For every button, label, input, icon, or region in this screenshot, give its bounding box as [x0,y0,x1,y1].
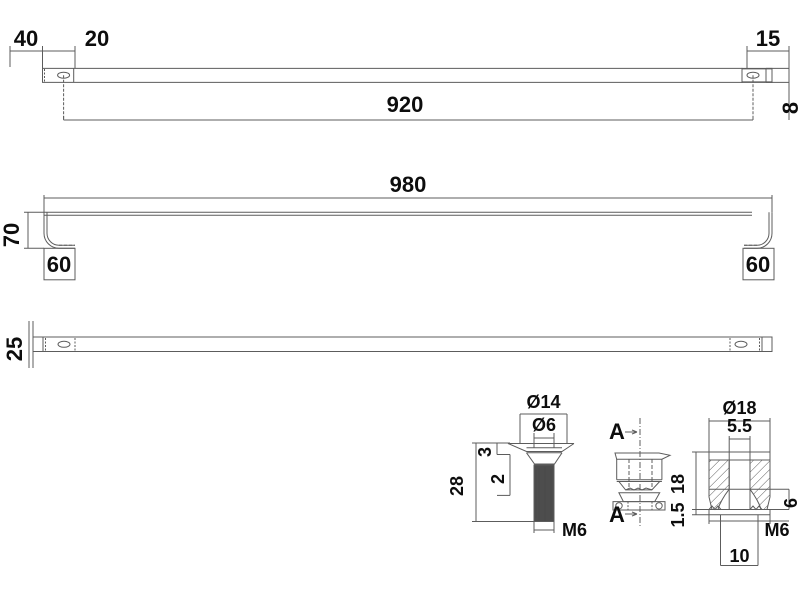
svg-text:60: 60 [47,252,71,277]
svg-text:6: 6 [781,498,800,508]
svg-text:20: 20 [85,26,109,51]
svg-text:25: 25 [2,337,27,361]
svg-text:8: 8 [778,102,800,114]
svg-text:5.5: 5.5 [727,416,752,436]
svg-text:28: 28 [447,476,467,496]
svg-text:18: 18 [668,474,688,494]
svg-text:60: 60 [746,252,770,277]
svg-text:Ø6: Ø6 [532,415,556,435]
svg-text:10: 10 [729,546,749,566]
svg-text:1.5: 1.5 [668,502,688,527]
svg-text:A: A [609,502,625,527]
svg-text:15: 15 [756,26,780,51]
svg-text:980: 980 [390,172,427,197]
svg-text:Ø14: Ø14 [526,392,560,412]
svg-text:70: 70 [0,223,24,247]
svg-text:M6: M6 [764,520,789,540]
svg-text:920: 920 [387,92,424,117]
svg-text:A: A [609,419,625,444]
svg-text:Ø18: Ø18 [722,398,756,418]
svg-text:M6: M6 [562,520,587,540]
svg-text:2: 2 [488,474,508,484]
svg-text:40: 40 [14,26,38,51]
svg-text:3: 3 [475,447,495,457]
